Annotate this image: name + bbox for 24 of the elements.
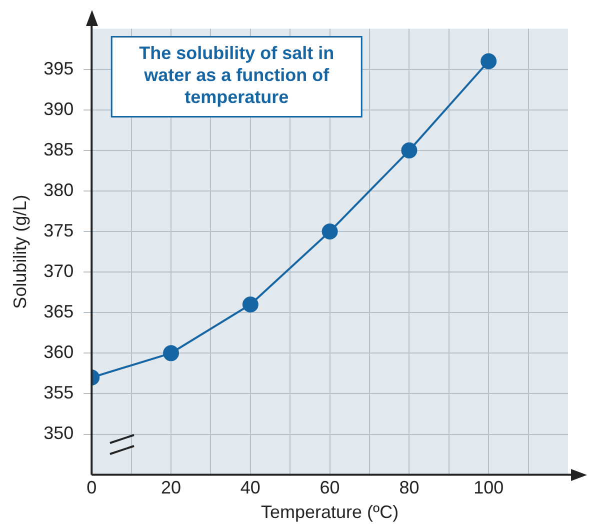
y-tick-label: 350 xyxy=(44,423,74,444)
text: The solubility of salt in water as a function of temperature xyxy=(139,42,334,107)
y-tick-label: 390 xyxy=(44,98,74,119)
y-tick-label: 395 xyxy=(44,58,74,78)
x-tick-label: 20 xyxy=(161,478,182,498)
x-tick-label: 60 xyxy=(320,478,340,498)
point xyxy=(163,345,180,362)
y-tick-label: 360 xyxy=(44,342,74,362)
x-tick-label: 0 xyxy=(86,478,97,498)
x-tick-label: 40 xyxy=(240,478,260,498)
point xyxy=(480,53,497,70)
x-axis-title: Temperature (ºC) xyxy=(261,502,399,522)
y-tick-label: 370 xyxy=(44,261,74,282)
point xyxy=(322,224,338,240)
y-tick-label: 385 xyxy=(44,139,74,160)
y-axis-title: Solubility (g/L) xyxy=(10,194,30,309)
y-tick-label: 375 xyxy=(44,220,74,240)
y-tick-label: 380 xyxy=(44,180,74,200)
x-tick-label: 100 xyxy=(474,478,504,498)
point xyxy=(242,296,258,313)
x-tick-label: 80 xyxy=(399,478,420,498)
y-tick-label: 355 xyxy=(44,382,74,403)
y-tick-label: 365 xyxy=(44,302,74,322)
point xyxy=(401,142,418,158)
